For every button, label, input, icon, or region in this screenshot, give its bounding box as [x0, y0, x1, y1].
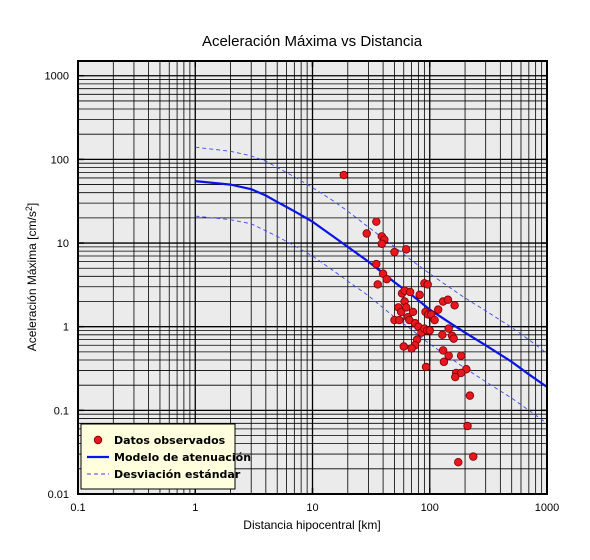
- data-point: [339, 170, 349, 180]
- chart-title: Aceleración Máxima vs Distancia: [202, 33, 423, 50]
- data-point: [382, 274, 391, 284]
- x-tick-label: 1: [192, 502, 198, 514]
- data-point: [443, 295, 453, 304]
- data-point: [430, 315, 439, 325]
- data-point: [456, 368, 466, 378]
- data-point: [415, 290, 424, 300]
- x-tick-label: 100: [421, 502, 439, 514]
- data-point: [402, 245, 411, 254]
- observed-points: [339, 170, 478, 467]
- data-point: [438, 346, 448, 355]
- data-point: [377, 239, 387, 248]
- model-line: [195, 180, 548, 388]
- data-point: [456, 351, 466, 360]
- y-axis-label-end: ]: [25, 203, 39, 206]
- x-tick-label: 10: [306, 502, 318, 514]
- model-line-group: [195, 180, 548, 388]
- y-axis-label-superscript: 2: [24, 206, 34, 211]
- x-tick-label: 1000: [535, 502, 559, 514]
- data-point: [395, 315, 404, 325]
- y-tick-label: 100: [51, 154, 69, 166]
- data-point: [423, 280, 432, 289]
- legend-label: Modelo de atenuación: [114, 451, 251, 464]
- deviation-line: [195, 215, 548, 424]
- x-tick-label: 0.1: [70, 502, 85, 514]
- y-tick-label: 10: [57, 238, 69, 250]
- data-point: [399, 342, 408, 351]
- data-point: [405, 287, 415, 297]
- data-point: [438, 330, 447, 339]
- data-point: [362, 229, 371, 238]
- grid: [78, 61, 547, 494]
- data-point: [373, 280, 382, 289]
- data-point: [402, 303, 411, 312]
- data-point: [449, 334, 458, 343]
- data-point: [469, 452, 478, 461]
- data-point: [463, 421, 472, 431]
- x-axis-label: Distancia hipocentral [km]: [243, 518, 380, 532]
- deviation-line: [195, 146, 548, 354]
- y-axis-label-main: Aceleración Máxima [cm/s: [25, 211, 39, 351]
- data-point: [454, 457, 463, 467]
- data-point: [444, 351, 453, 360]
- data-point: [372, 259, 381, 269]
- data-point: [407, 344, 416, 353]
- y-tick-label: 0.1: [54, 405, 69, 417]
- deviation-lines: [195, 146, 548, 424]
- data-point: [465, 391, 475, 400]
- data-point: [433, 305, 443, 314]
- data-point: [372, 217, 381, 226]
- legend-label: Desviación estándar: [114, 468, 241, 481]
- data-point: [408, 307, 418, 317]
- data-point: [450, 301, 459, 310]
- data-point: [425, 326, 434, 335]
- data-point: [451, 372, 460, 382]
- data-point: [439, 357, 449, 367]
- legend-marker-point: [93, 435, 103, 445]
- y-tick-label: 1000: [45, 71, 69, 83]
- data-point: [444, 324, 453, 333]
- legend-label: Datos observados: [114, 434, 226, 447]
- legend: Datos observados Modelo de atenuación Desv…: [80, 423, 251, 490]
- y-tick-label: 0.01: [48, 489, 69, 501]
- data-point: [390, 247, 399, 257]
- y-tick-label: 1: [63, 322, 69, 334]
- data-point: [421, 362, 431, 372]
- y-axis-label: Aceleración Máxima [cm/s2]: [24, 203, 39, 351]
